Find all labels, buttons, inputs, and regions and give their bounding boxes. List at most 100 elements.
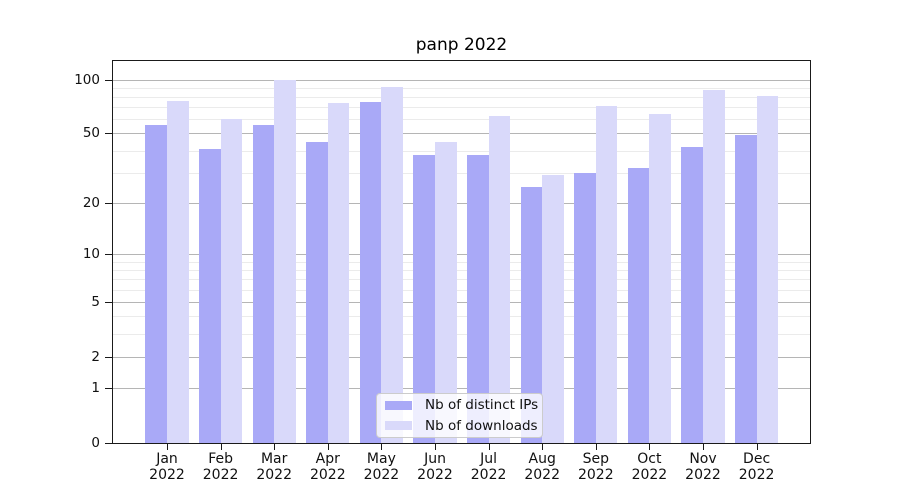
x-tick-jun: [435, 444, 436, 450]
x-tick-year-mar: 2022: [256, 466, 292, 483]
bar-downloads-nov: [703, 89, 725, 443]
minor-gridline-6: [113, 289, 810, 291]
x-tick-month-may: May: [366, 451, 396, 467]
bar-distinct-ips-apr: [306, 141, 328, 443]
major-gridline-20: [113, 203, 810, 205]
y-tick-label-5: 5: [91, 293, 100, 310]
y-tick-100: [105, 79, 112, 81]
x-tick-oct: [649, 444, 651, 450]
x-tick-year-aug: 2022: [524, 466, 560, 483]
y-tick-label-0: 0: [91, 435, 100, 451]
bar-downloads-apr: [327, 103, 350, 443]
x-tick-year-sep: 2022: [577, 466, 614, 483]
y-tick-0: [105, 443, 112, 444]
minor-gridline-3: [113, 333, 810, 335]
bar-downloads-jul: [488, 115, 511, 443]
minor-gridline-8: [113, 270, 810, 271]
x-tick-year-jan: 2022: [149, 466, 185, 483]
bar-downloads-dec: [756, 96, 779, 443]
x-tick-label-jul: Jul 2022: [457, 451, 521, 483]
major-gridline-2: [113, 356, 810, 358]
minor-gridline-90: [113, 87, 810, 89]
x-tick-label-apr: Apr 2022: [296, 451, 360, 483]
bar-downloads-feb: [220, 119, 243, 443]
bar-distinct-ips-dec: [735, 135, 757, 443]
bar-downloads-mar: [274, 79, 296, 443]
x-tick-month-oct: Oct: [637, 451, 662, 467]
minor-gridline-7: [113, 279, 810, 281]
x-tick-year-apr: 2022: [309, 466, 346, 483]
major-gridline-1: [113, 388, 810, 390]
x-tick-sep: [595, 444, 597, 450]
x-tick-aug: [542, 444, 544, 450]
x-tick-label-jan: Jan 2022: [135, 451, 199, 483]
x-tick-jan: [167, 444, 168, 450]
plot-area: [112, 60, 811, 444]
bar-distinct-ips-nov: [681, 146, 703, 443]
bar-distinct-ips-aug: [520, 186, 543, 443]
bar-distinct-ips-feb: [199, 148, 221, 443]
y-tick-label-2: 2: [91, 348, 100, 365]
minor-gridline-80: [113, 97, 810, 98]
minor-gridline-60: [113, 119, 810, 121]
bar-downloads-aug: [542, 175, 564, 443]
x-tick-may: [381, 444, 383, 450]
x-tick-label-mar: Mar 2022: [242, 451, 306, 483]
y-tick-1: [105, 388, 112, 390]
x-tick-jul: [488, 444, 490, 450]
y-tick-label-50: 50: [82, 125, 100, 142]
x-tick-month-dec: Dec: [743, 451, 771, 467]
major-gridline-50: [113, 133, 810, 135]
y-tick-2: [105, 356, 112, 358]
x-tick-feb: [220, 444, 222, 450]
bar-downloads-jun: [435, 141, 457, 443]
y-tick-10: [105, 254, 112, 256]
x-tick-nov: [703, 444, 704, 450]
legend-swatch-distinct-ips-icon: [385, 400, 412, 410]
legend-item-distinct-ips: Nb of distinct IPs: [377, 396, 542, 414]
bar-distinct-ips-sep: [574, 172, 596, 443]
legend-swatch-downloads-icon: [385, 421, 412, 431]
x-tick-label-nov: Nov 2022: [671, 451, 735, 483]
x-tick-month-mar: Mar: [260, 451, 288, 467]
legend-label-downloads: Nb of downloads: [425, 417, 538, 434]
bar-distinct-ips-jun: [413, 154, 435, 443]
x-tick-label-jun: Jun 2022: [403, 451, 467, 483]
minor-gridline-30: [113, 172, 810, 174]
x-tick-year-dec: 2022: [738, 466, 775, 483]
bar-downloads-jan: [167, 101, 189, 443]
bar-distinct-ips-mar: [252, 124, 275, 443]
chart-title: panp 2022: [415, 35, 508, 55]
x-tick-month-apr: Apr: [315, 451, 340, 467]
x-tick-label-sep: Sep 2022: [564, 451, 628, 483]
x-tick-month-jun: Jun: [424, 451, 446, 467]
x-tick-apr: [327, 444, 329, 450]
major-gridline-100: [113, 79, 810, 81]
y-tick-20: [105, 203, 112, 205]
major-gridline-5: [113, 301, 810, 303]
legend-label-distinct-ips: Nb of distinct IPs: [425, 397, 539, 414]
legend: Nb of distinct IPs Nb of downloads: [376, 393, 543, 438]
x-tick-year-jul: 2022: [470, 466, 507, 483]
x-tick-label-oct: Oct 2022: [617, 451, 681, 483]
minor-gridline-4: [113, 316, 810, 318]
y-tick-label-1: 1: [91, 380, 100, 397]
y-tick-label-10: 10: [82, 246, 100, 263]
minor-gridline-9: [113, 261, 810, 263]
x-tick-year-jun: 2022: [417, 466, 453, 483]
major-gridline-10: [113, 254, 810, 256]
legend-item-downloads: Nb of downloads: [377, 417, 542, 435]
x-tick-month-feb: Feb: [208, 451, 233, 467]
bar-downloads-sep: [595, 106, 618, 443]
x-tick-label-may: May 2022: [349, 451, 413, 483]
x-tick-month-nov: Nov: [689, 451, 717, 467]
minor-gridline-70: [113, 107, 810, 109]
bar-downloads-oct: [649, 114, 671, 443]
bar-downloads-may: [381, 87, 403, 443]
x-tick-label-aug: Aug 2022: [510, 451, 574, 483]
x-tick-month-jan: Jan: [156, 451, 178, 467]
x-tick-label-dec: Dec 2022: [725, 451, 789, 483]
x-tick-month-jul: Jul: [480, 451, 498, 467]
x-tick-year-oct: 2022: [631, 466, 668, 483]
